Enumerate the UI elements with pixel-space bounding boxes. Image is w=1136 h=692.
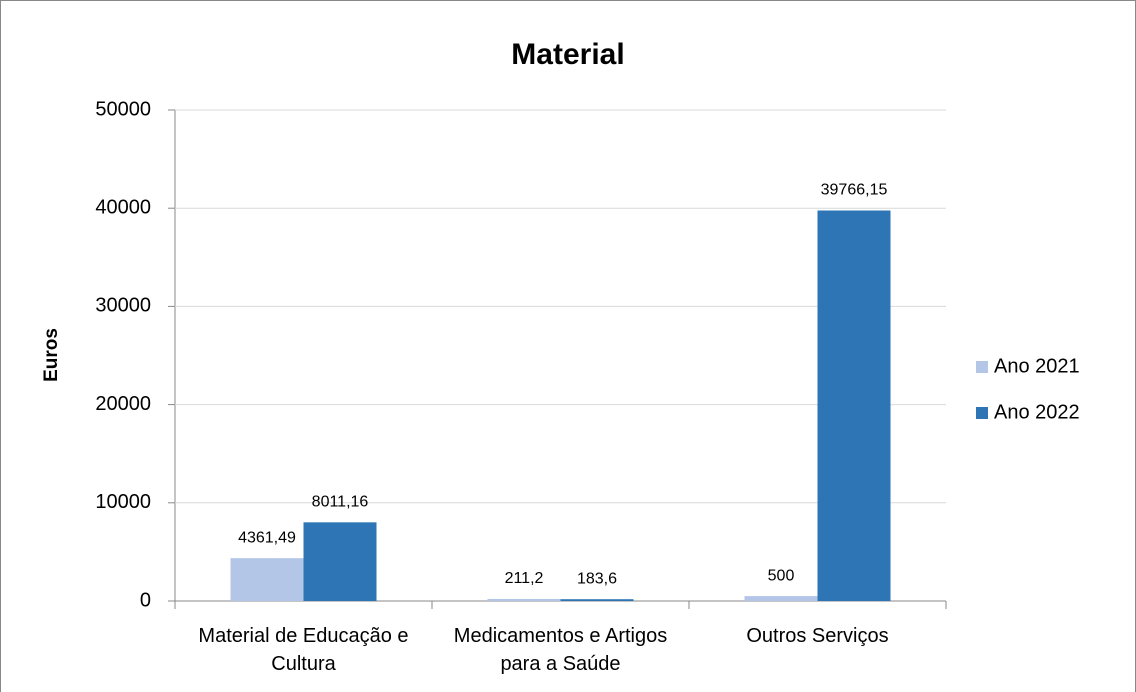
y-axis-label: Euros [41,328,62,382]
bar [744,596,818,601]
x-tick-label: Material de Educação e Cultura [198,625,409,675]
bar [303,522,377,601]
bar [560,599,634,601]
y-tick-label: 30000 [95,295,151,317]
data-label: 39766,15 [821,182,888,199]
y-tick-label: 50000 [95,98,151,120]
bar [817,210,891,602]
data-label: 500 [768,567,795,584]
legend-swatch [976,361,988,373]
y-tick-label: 10000 [95,491,151,513]
y-tick-label: 20000 [95,393,151,415]
x-tick-label: Outros Serviços [746,625,889,647]
data-label: 183,6 [577,570,617,587]
x-tick-label: Medicamentos e Artigos para a Saúde [453,625,668,675]
data-label: 8011,16 [312,494,369,511]
data-label: 211,2 [505,570,544,587]
y-tick-label: 0 [140,589,151,611]
data-label: 4361,49 [238,529,296,546]
bar [230,558,304,601]
bar [487,598,561,601]
legend-swatch [976,407,988,419]
chart-title: Material [511,38,624,71]
legend-label: Ano 2021 [994,355,1080,377]
y-tick-label: 40000 [95,196,151,218]
legend-label: Ano 2022 [994,401,1080,423]
